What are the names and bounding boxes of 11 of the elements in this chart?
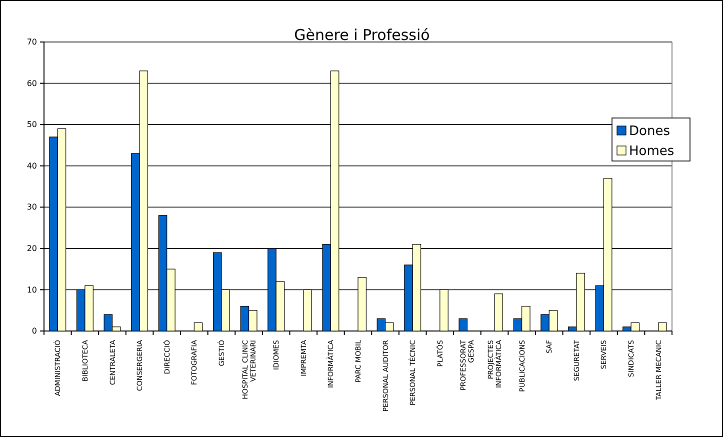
y-tick-label: 20 bbox=[26, 244, 37, 253]
y-tick-label: 30 bbox=[26, 202, 37, 212]
y-tick-label: 40 bbox=[26, 161, 37, 170]
y-tick-label: 10 bbox=[26, 285, 37, 294]
chart-title: Gènere i Professió bbox=[294, 26, 430, 44]
y-tick-label: 0 bbox=[32, 326, 37, 336]
y-tick-label: 70 bbox=[26, 38, 37, 47]
y-tick-label: 60 bbox=[26, 78, 37, 88]
legend-label: Homes bbox=[629, 144, 674, 159]
y-tick-label: 50 bbox=[26, 120, 37, 130]
legend-label: Dones bbox=[629, 124, 670, 139]
